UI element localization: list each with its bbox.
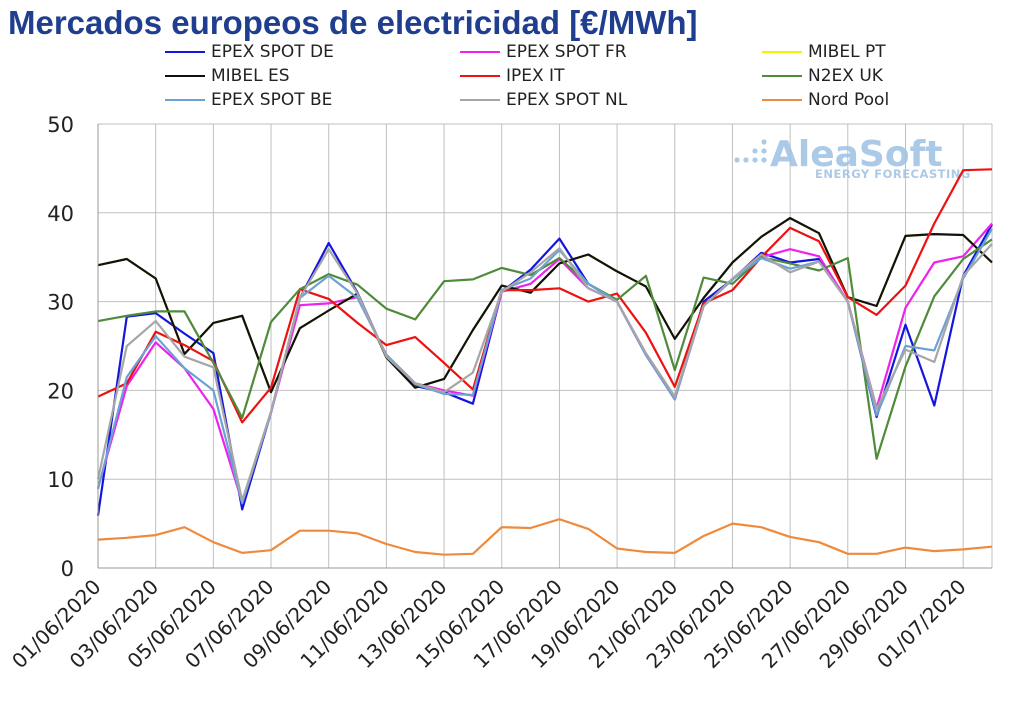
legend-item: MIBEL ES: [165, 65, 290, 87]
series-line-ipex-it: [97, 168, 993, 424]
legend-label: EPEX SPOT NL: [506, 90, 628, 110]
legend-label: EPEX SPOT DE: [211, 42, 334, 62]
aleasoft-logo: AleaSoft ENERGY FORECASTING: [734, 134, 970, 181]
chart-legend: EPEX SPOT DE EPEX SPOT FR MIBEL PT MIBEL ES…: [0, 0, 1024, 130]
y-tick-label: 50: [47, 113, 74, 137]
legend-swatch: [762, 75, 802, 77]
legend-label: EPEX SPOT FR: [506, 42, 627, 62]
y-tick-label: 20: [47, 379, 74, 403]
series-line-n2ex-uk: [97, 238, 993, 460]
legend-swatch: [165, 51, 205, 53]
y-tick-label: 0: [61, 557, 74, 581]
legend-item: EPEX SPOT BE: [165, 89, 332, 111]
legend-label: IPEX IT: [506, 66, 565, 86]
series-line-nord-pool: [97, 518, 993, 556]
x-axis-ticks: 01/06/202003/06/202005/06/202007/06/2020…: [7, 575, 971, 673]
legend-swatch: [762, 99, 802, 101]
legend-label: N2EX UK: [808, 66, 883, 86]
legend-label: MIBEL PT: [808, 42, 886, 62]
legend-swatch: [165, 75, 205, 77]
legend-label: EPEX SPOT BE: [211, 90, 333, 110]
logo-tagline: ENERGY FORECASTING: [815, 167, 971, 181]
legend-item: IPEX IT: [460, 65, 564, 87]
chart-title: Mercados europeos de electricidad [€/MWh…: [8, 4, 698, 41]
series-line-mibel-pt: [97, 217, 993, 394]
legend-swatch: [165, 99, 205, 101]
series-lines: [96, 168, 993, 556]
legend-item: EPEX SPOT FR: [460, 41, 627, 63]
legend-item: EPEX SPOT DE: [165, 41, 334, 63]
legend-swatch: [460, 75, 500, 77]
legend-item: MIBEL PT: [762, 41, 886, 63]
legend-item: Nord Pool: [762, 89, 889, 111]
legend-label: MIBEL ES: [211, 66, 290, 86]
legend-swatch: [762, 51, 802, 53]
legend-item: N2EX UK: [762, 65, 883, 87]
axes: [97, 124, 992, 569]
logo-name: AleaSoft: [770, 134, 942, 175]
y-axis-ticks: 0 10 20 30 40 50: [47, 113, 74, 581]
y-tick-label: 30: [47, 291, 74, 315]
legend-swatch: [460, 51, 500, 53]
series-line-epex-spot-nl: [96, 243, 993, 502]
y-tick-label: 40: [47, 202, 74, 226]
series-line-mibel-es: [97, 217, 993, 394]
legend-label: Nord Pool: [808, 90, 890, 110]
y-tick-label: 10: [47, 468, 74, 492]
legend-swatch: [460, 99, 500, 101]
legend-item: EPEX SPOT NL: [460, 89, 627, 111]
